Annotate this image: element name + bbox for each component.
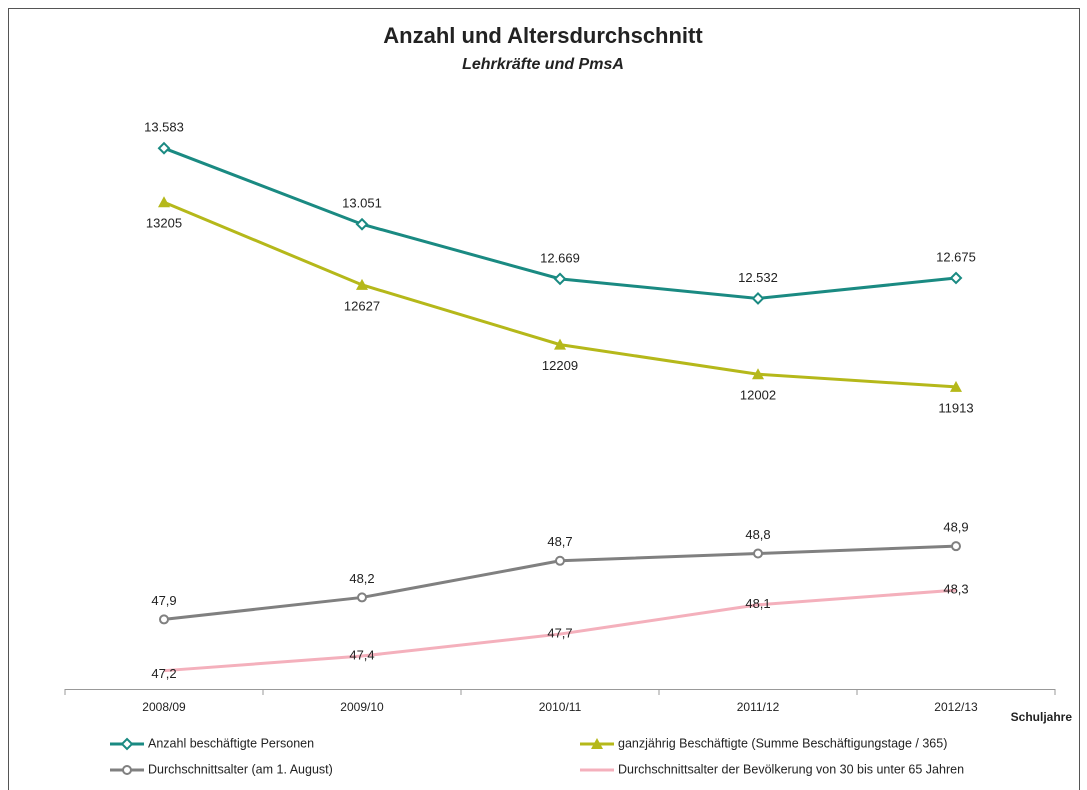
x-tick-label: 2008/09	[142, 700, 186, 714]
point	[950, 380, 962, 392]
point	[356, 278, 368, 290]
legend-marker	[122, 765, 132, 775]
legend-marker	[120, 737, 134, 751]
point	[158, 196, 170, 208]
x-tick-label: 2012/13	[934, 700, 978, 714]
x-tick-label: 2009/10	[340, 700, 384, 714]
data-label: 47,2	[151, 666, 176, 681]
legend-label: Durchschnittsalter (am 1. August)	[148, 762, 333, 776]
data-label: 12.532	[738, 270, 778, 285]
data-label: 47,7	[547, 625, 572, 640]
point	[554, 338, 566, 350]
data-label: 12002	[740, 388, 776, 403]
data-label: 47,4	[349, 647, 374, 662]
point	[752, 368, 764, 380]
point	[751, 292, 765, 305]
data-label: 48,8	[745, 527, 770, 542]
data-label: 12.675	[936, 249, 976, 264]
data-label: 12209	[542, 358, 578, 373]
legend-label: Durchschnittsalter der Bevölkerung von 3…	[618, 762, 964, 776]
data-label: 48,1	[745, 596, 770, 611]
x-tick-label: 2010/11	[539, 700, 582, 714]
legend-label: ganzjährig Beschäftigte (Summe Beschäfti…	[618, 736, 947, 750]
point	[157, 141, 171, 155]
legend-label: Anzahl beschäftigte Personen	[148, 736, 314, 750]
chart-title: Anzahl und Altersdurchschnitt	[383, 23, 703, 48]
x-tick-label: 2011/12	[737, 700, 780, 714]
point	[951, 541, 961, 552]
point	[553, 272, 567, 286]
data-label: 12.669	[540, 250, 580, 265]
frame	[8, 8, 1080, 790]
point	[753, 548, 763, 559]
data-label: 48,2	[349, 571, 374, 586]
data-label: 48,7	[547, 534, 572, 549]
point	[949, 271, 963, 285]
point	[555, 555, 565, 566]
x-axis-label: Schuljahre	[1011, 710, 1073, 724]
data-label: 48,3	[943, 582, 968, 597]
data-label: 13205	[146, 216, 182, 231]
data-label: 12627	[344, 298, 380, 313]
series-line	[163, 588, 957, 673]
data-label: 13.583	[144, 120, 184, 135]
data-label: 48,9	[943, 520, 968, 535]
point	[355, 217, 369, 231]
data-label: 47,9	[151, 593, 176, 608]
chart-subtitle: Lehrkräfte und PmsA	[462, 56, 624, 73]
data-label: 11913	[938, 400, 973, 415]
data-label: 13.051	[342, 196, 382, 211]
point	[357, 592, 367, 603]
legend-marker	[591, 738, 603, 749]
point	[159, 614, 169, 625]
